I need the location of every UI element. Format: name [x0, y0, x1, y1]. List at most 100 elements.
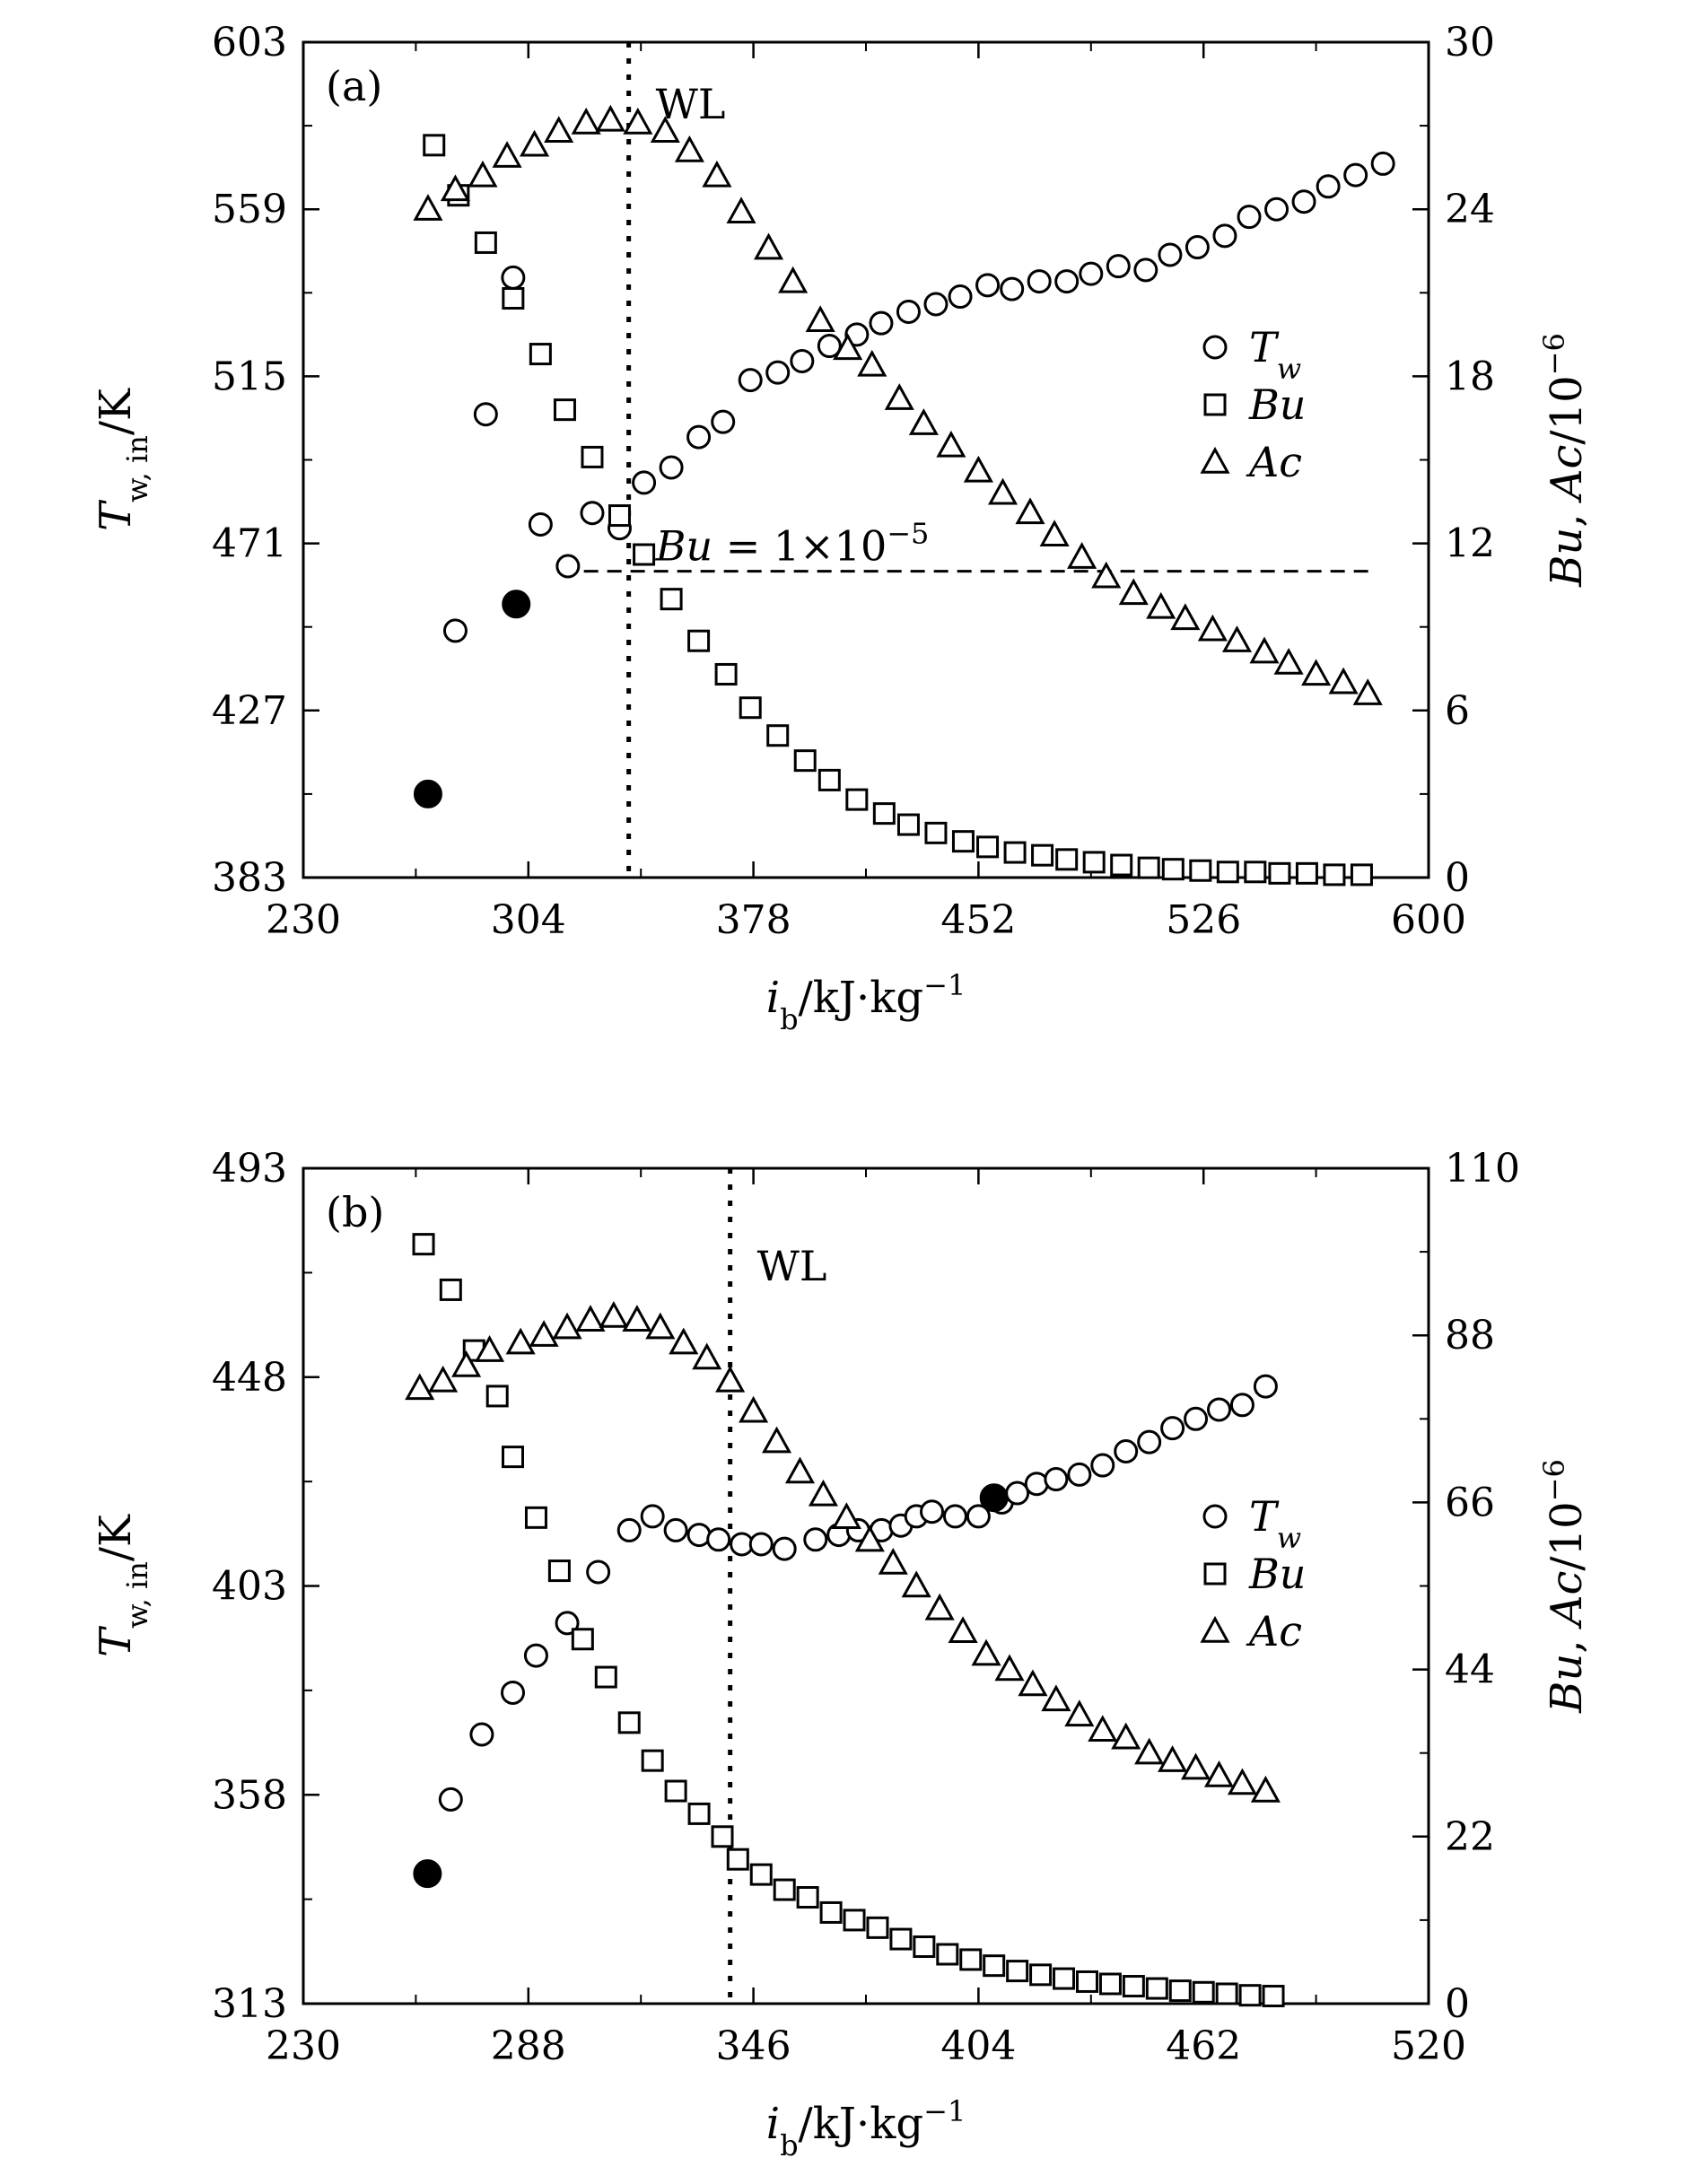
bu-point [547, 1559, 571, 1583]
tw-point [748, 1532, 774, 1557]
bu-point [976, 835, 1000, 859]
bu-point [1238, 1984, 1262, 2007]
bu-point [1203, 1562, 1227, 1586]
y-right-tick-label: 0 [1445, 1981, 1470, 2027]
x-axis-title: ib/kJ·kg−1 [766, 2094, 966, 2162]
ac-point [1181, 1752, 1211, 1780]
tw-point [1212, 223, 1237, 249]
tw-point [1133, 258, 1158, 283]
bu-point [1031, 843, 1054, 867]
y-right-tick-label: 66 [1445, 1480, 1495, 1525]
bu-point [594, 1665, 617, 1689]
tw-point [1202, 335, 1228, 360]
bu-point [739, 696, 762, 720]
bu-point [1262, 1985, 1285, 2008]
bu-point [951, 830, 975, 853]
bu-point [773, 1878, 796, 1901]
legend-label: Ac [1246, 1607, 1302, 1655]
ac-point [924, 1593, 955, 1621]
tw-point [523, 1643, 548, 1668]
bu-point [1244, 860, 1267, 884]
y-left-axis-title: Tw, in/K [91, 388, 154, 531]
bu-point [1268, 861, 1291, 885]
tw-point [1024, 1472, 1049, 1497]
y-right-tick-label: 22 [1445, 1814, 1495, 1860]
bu-point [608, 504, 631, 528]
ac-point [1134, 1737, 1165, 1765]
tw-point [790, 348, 815, 373]
tw-filled-point [502, 590, 531, 619]
x-tick-label: 600 [1391, 897, 1466, 943]
ac-point [475, 1335, 505, 1362]
ac-point [1041, 1684, 1071, 1712]
tw-point [686, 424, 712, 450]
ac-point [994, 1654, 1025, 1682]
bu-point [1075, 1970, 1098, 1993]
tw-point [1253, 1374, 1278, 1399]
tw-point [555, 554, 581, 579]
bu-point [1137, 856, 1160, 879]
chart-panel-a: 230 304 378 452 526 600 383 427 471 515 559 603 0 6 12… [91, 20, 1592, 1036]
ac-point [901, 1570, 931, 1598]
ac-point [1203, 1760, 1235, 1787]
bu-point [924, 821, 948, 844]
ac-point [884, 383, 914, 410]
x-tick-label: 346 [716, 2023, 791, 2069]
bu-point [439, 1278, 462, 1301]
y-right-tick-label: 12 [1445, 521, 1495, 567]
series-bu [423, 134, 1373, 887]
bu-point [641, 1749, 664, 1772]
tw-point [1114, 1439, 1139, 1464]
ac-point [1146, 591, 1176, 619]
y-right-tick-label: 24 [1445, 187, 1495, 232]
x-tick-label: 288 [491, 2023, 566, 2069]
ac-point [1301, 659, 1332, 686]
bu-point [1003, 841, 1027, 864]
ac-point [948, 1616, 978, 1643]
bu-point [687, 629, 711, 652]
bu-point [502, 1446, 525, 1469]
tw-point [586, 1559, 611, 1585]
tw-point [528, 511, 553, 537]
tw-point [1054, 269, 1080, 294]
series-t-w [438, 1374, 1278, 1812]
y-right-tick-label: 44 [1445, 1647, 1495, 1693]
tw-point [923, 292, 949, 317]
bu-point [524, 1506, 547, 1529]
ac-point [1111, 1722, 1141, 1750]
ac-point [908, 408, 939, 435]
ac-point [650, 116, 680, 144]
ac-point [833, 333, 863, 361]
bu-point [1350, 863, 1373, 887]
ac-point [1200, 1615, 1230, 1643]
ac-point [784, 1456, 816, 1484]
series-t-w [442, 151, 1395, 643]
bu-point [687, 1802, 711, 1825]
ac-point [1091, 561, 1122, 589]
ac-point [1158, 1745, 1188, 1772]
bu-point [633, 543, 656, 566]
ac-point [1227, 1768, 1257, 1795]
tw-point [1229, 1393, 1255, 1418]
panel-label: (a) [326, 62, 382, 110]
ac-point [529, 1320, 559, 1347]
ac-point [428, 1365, 459, 1393]
bu-point [412, 1233, 435, 1256]
tw-point [686, 1523, 712, 1548]
tw-point [632, 470, 657, 495]
tw-point [616, 1517, 642, 1542]
ac-point [1200, 446, 1230, 474]
ac-point [1328, 667, 1359, 695]
tw-point [1090, 1453, 1115, 1478]
bu-point [1203, 393, 1227, 416]
tw-point [896, 299, 921, 324]
ac-point [1039, 520, 1070, 546]
tw-point [975, 273, 1001, 298]
y-right-tick-label: 88 [1445, 1313, 1495, 1358]
bu-point [889, 1927, 913, 1951]
bu-point [766, 724, 790, 747]
panel-label: (b) [326, 1188, 384, 1236]
ac-point [831, 1502, 861, 1530]
ac-point [520, 129, 550, 157]
tw-filled-point [413, 779, 442, 808]
